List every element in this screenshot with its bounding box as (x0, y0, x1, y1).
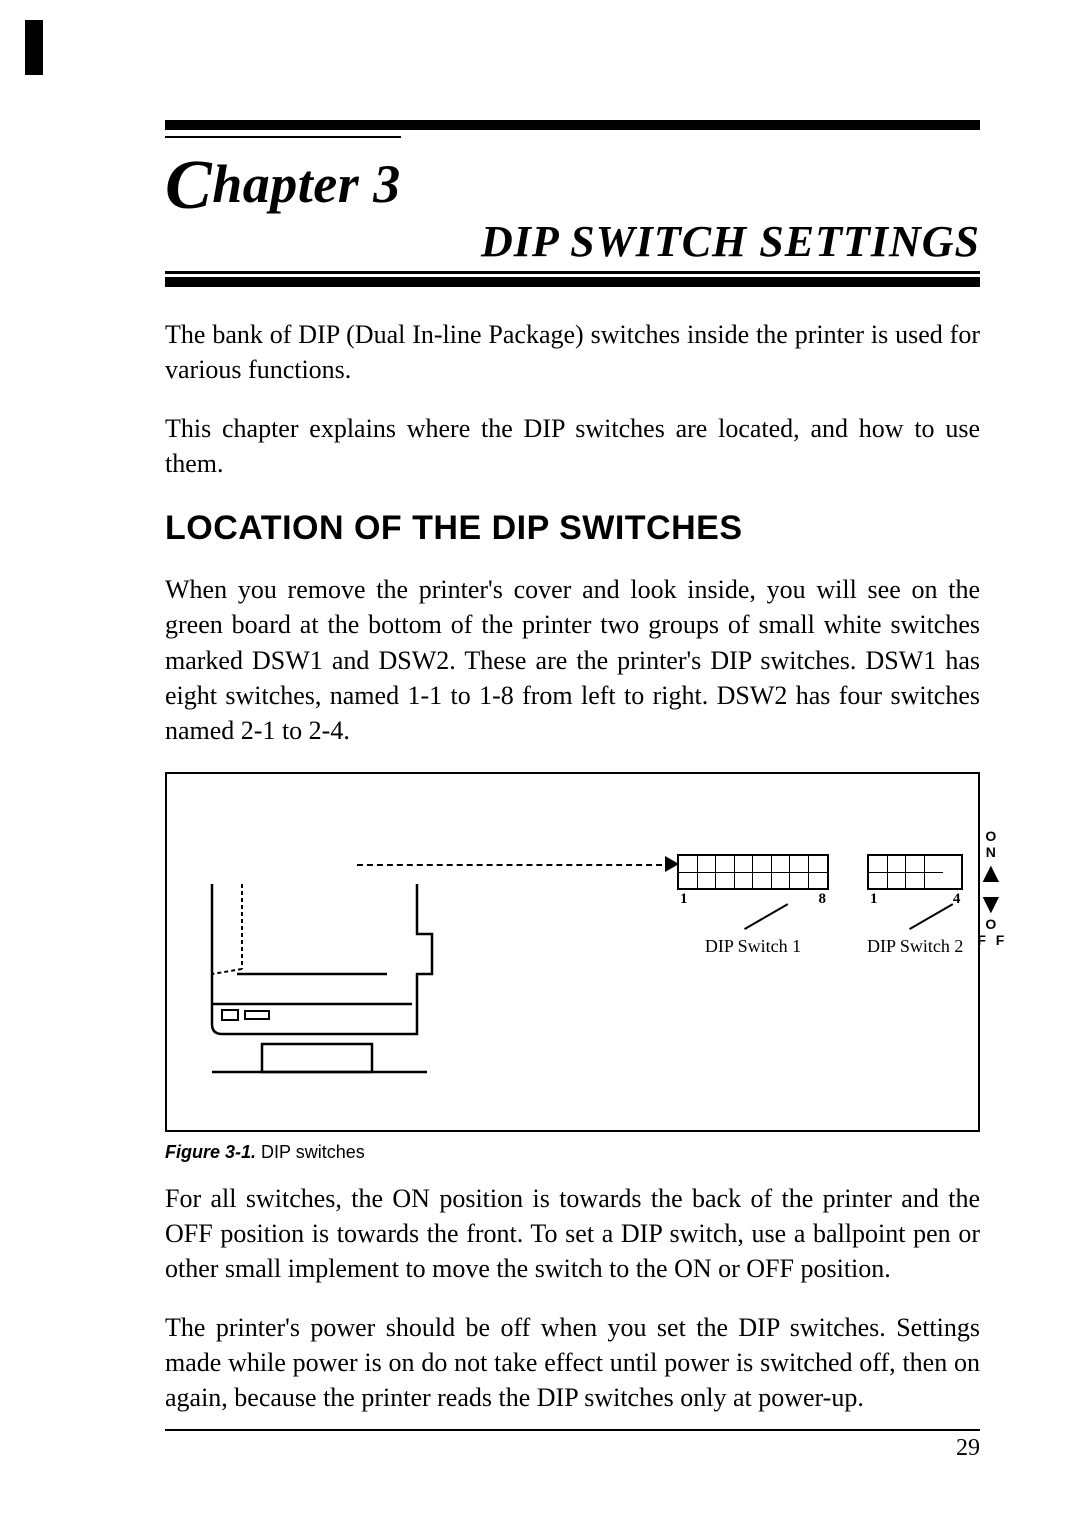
chapter-header: Chapter 3 DIP SWITCH SETTINGS (165, 136, 980, 287)
chapter-rest: hapter 3 (212, 154, 401, 214)
arrow-up-icon: ▲ (977, 860, 1008, 885)
dip1-left-num: 1 (680, 891, 688, 908)
dip-switch-1-diagram: 1 8 DIP Switch 1 (677, 854, 829, 957)
dip1-box (677, 854, 829, 890)
on-off-indicator: O N ▲ ▼ O F F (977, 828, 1008, 948)
section-heading-location: LOCATION OF THE DIP SWITCHES (165, 509, 980, 548)
dip2-left-num: 1 (870, 891, 878, 908)
dip1-right-num: 8 (819, 891, 827, 908)
intro-paragraph-1: The bank of DIP (Dual In-line Package) s… (165, 317, 980, 387)
footer-rule (165, 1429, 980, 1431)
on-label: O N (977, 828, 1008, 860)
page-number: 29 (165, 1435, 980, 1462)
page-edge-mark (25, 20, 43, 75)
figure-caption-label: Figure 3-1. (165, 1142, 256, 1162)
dip2-label: DIP Switch 2 (867, 936, 963, 957)
callout-line (357, 864, 672, 866)
figure-caption-text: DIP switches (256, 1142, 365, 1162)
figure-3-1: 1 8 DIP Switch 1 1 4 DIP Switch 2 O N ▲ … (165, 772, 980, 1132)
printer-outline-icon (207, 874, 437, 1074)
after-figure-paragraph-1: For all switches, the ON position is tow… (165, 1181, 980, 1286)
title-underline-rule (165, 277, 980, 287)
intro-paragraph-2: This chapter explains where the DIP swit… (165, 411, 980, 481)
dip2-right-num: 4 (953, 891, 961, 908)
after-figure-paragraph-2: The printer's power should be off when y… (165, 1310, 980, 1415)
figure-caption: Figure 3-1. DIP switches (165, 1142, 980, 1163)
chapter-number: Chapter 3 (165, 136, 401, 226)
top-rule (165, 120, 980, 130)
dip1-label: DIP Switch 1 (677, 936, 829, 957)
location-paragraph: When you remove the printer's cover and … (165, 572, 980, 747)
dip2-box (867, 854, 963, 890)
chapter-initial-cap: C (165, 147, 212, 224)
off-label: O F F (977, 916, 1008, 948)
dip-switch-2-diagram: 1 4 DIP Switch 2 (867, 854, 963, 957)
arrow-down-icon: ▼ (977, 891, 1008, 916)
